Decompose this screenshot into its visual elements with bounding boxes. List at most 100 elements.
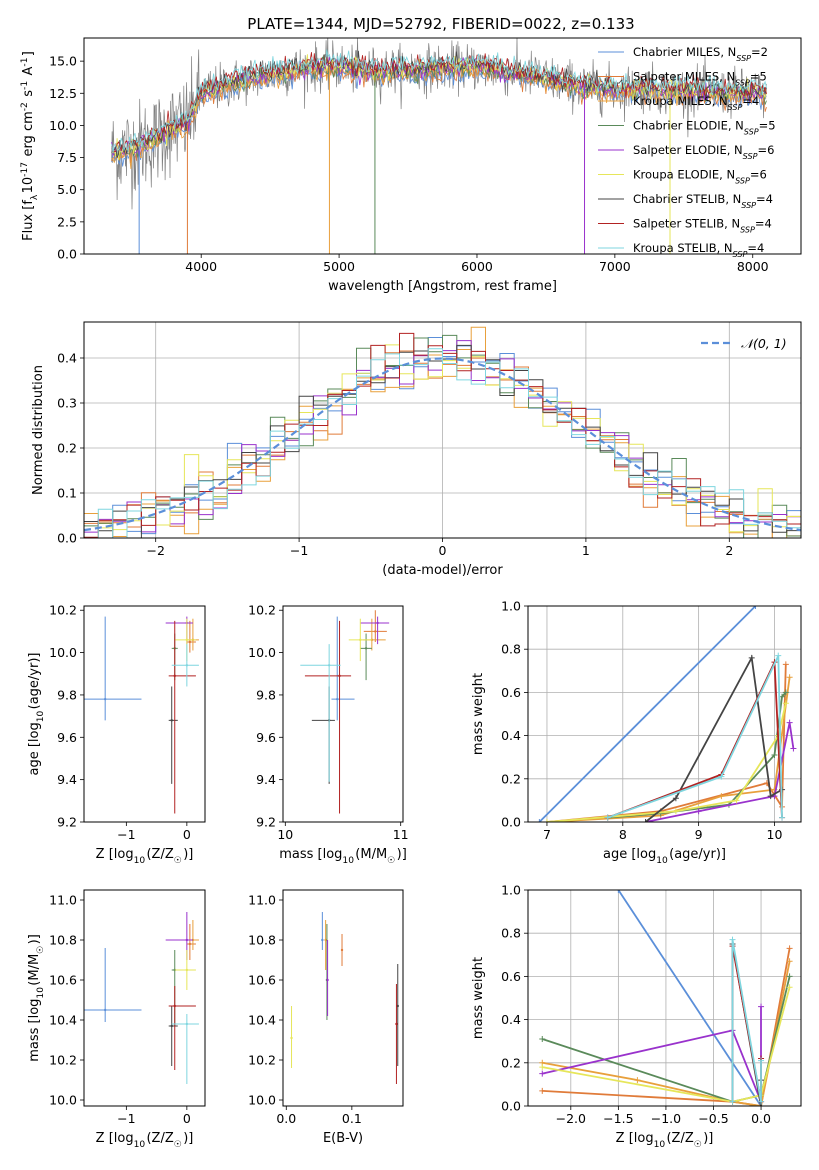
x-axis-label: age [log10 (age/yr)]	[603, 847, 726, 866]
legend-label: Kroupa MILES, NSSP=4	[633, 94, 759, 112]
y-tick-label: 10.0	[49, 645, 77, 660]
weight-marker	[767, 793, 774, 800]
weight-line	[617, 890, 762, 1106]
y-tick-label: 0.8	[501, 642, 521, 657]
panel-residuals: −2 −1 0 1 2 0.0 0.1 0.2 0.3 0.4 (data-model)/error…	[31, 321, 802, 578]
weight-line	[731, 939, 762, 1102]
plot-area	[84, 616, 199, 814]
x-tick-label: 7000	[599, 259, 631, 274]
x-tick-label: 0.0	[276, 1111, 296, 1126]
weight-marker	[758, 1003, 765, 1010]
x-tick-label: −1	[117, 1111, 135, 1126]
weight-marker	[615, 890, 622, 893]
x-tick-label: 9	[695, 827, 703, 842]
weight-line	[607, 655, 783, 819]
y-tick-label: 7.5	[57, 150, 77, 165]
y-axis-label: mass weight	[471, 957, 486, 1039]
y-tick-label: 0.4	[501, 1012, 521, 1027]
y-tick-label: 0.6	[501, 969, 521, 984]
weight-line	[645, 722, 795, 822]
x-tick-label: 6000	[461, 259, 493, 274]
figure-title: PLATE=1344, MJD=52792, FIBERID=0022, z=0…	[247, 15, 634, 33]
data-point	[173, 674, 176, 678]
x-tick-label: −1	[117, 827, 135, 842]
y-tick-label: 9.6	[57, 730, 77, 745]
y-tick-label: 10.2	[49, 1053, 77, 1068]
y-tick-label: 10.0	[49, 118, 77, 133]
panel-weight_vs_Z: −2.0 −1.5 −1.0 −0.5 0.0 0.0 0.2 0.4 0.6 0.8 1.0 Z […	[471, 883, 802, 1150]
legend: 𝒩(0, 1)	[701, 336, 787, 351]
axes-frame	[282, 605, 404, 823]
weight-marker	[543, 819, 550, 822]
weight-line	[538, 606, 757, 822]
weight-marker	[539, 1087, 546, 1094]
y-axis-label: age [log10 (age/yr)]	[27, 653, 46, 776]
y-tick-label: 10.4	[49, 1013, 77, 1028]
x-tick-label: 0	[183, 1111, 191, 1126]
y-tick-label: 11.0	[49, 893, 77, 908]
y-tick-label: 10.2	[49, 603, 77, 618]
weight-marker	[786, 674, 793, 681]
weight-marker	[786, 945, 793, 952]
y-tick-label: 0.2	[501, 771, 521, 786]
normal-curve	[84, 357, 801, 532]
x-tick-label: −1	[290, 543, 308, 558]
legend-label: Chabrier ELODIE, NSSP=5	[633, 119, 776, 137]
legend-label: Salpeter ELODIE, NSSP=6	[633, 143, 774, 161]
y-tick-label: 0.2	[501, 1055, 521, 1070]
x-tick-label: 1	[582, 543, 590, 558]
axes-frame	[282, 889, 404, 1107]
data-point	[173, 1004, 176, 1008]
weight-marker	[786, 973, 793, 980]
y-tick-label: 0.4	[501, 728, 521, 743]
y-tick-label: 10.2	[248, 1053, 276, 1068]
weight-marker	[718, 773, 725, 780]
weight-line	[542, 1006, 762, 1103]
y-tick-label: 10.0	[248, 1093, 276, 1108]
data-point	[376, 621, 379, 625]
panel-spectrum: 4000 5000 6000 7000 8000 0.0 2.5 5.0 7.5 10.0 12.5…	[20, 37, 802, 294]
weight-marker	[782, 661, 789, 668]
weight-marker	[786, 719, 793, 726]
y-axis-label: mass weight	[471, 673, 486, 755]
x-tick-label: 2	[725, 543, 733, 558]
data-point	[103, 1008, 107, 1012]
spectrum-model-line	[111, 49, 767, 153]
x-tick-label: 0.1	[342, 1111, 362, 1126]
y-tick-label: 10.0	[248, 645, 276, 660]
data-point	[364, 647, 368, 650]
weight-marker	[771, 752, 778, 759]
data-point	[185, 968, 189, 972]
legend-label: Salpeter STELIB, NSSP=4	[633, 217, 772, 235]
data-point	[103, 697, 107, 701]
weight-marker	[604, 814, 611, 821]
y-tick-label: 0.1	[57, 486, 77, 501]
x-axis-label: E(B-V)	[323, 1131, 363, 1146]
legend-label: Kroupa ELODIE, NSSP=6	[633, 168, 767, 186]
y-tick-label: 0.8	[501, 926, 521, 941]
weight-marker	[779, 814, 786, 821]
y-tick-label: 10.4	[248, 1013, 276, 1028]
data-point	[188, 942, 192, 946]
data-point	[188, 640, 192, 644]
x-tick-label: 5000	[323, 259, 355, 274]
x-tick-label: 8	[619, 827, 627, 842]
y-axis-label: Flux [fλ 10-17 erg cm-2 s-1 A-1 ]	[20, 51, 40, 241]
x-tick-label: −2	[146, 543, 164, 558]
weight-marker	[790, 745, 797, 752]
y-tick-label: 10.6	[49, 973, 77, 988]
data-point	[185, 938, 189, 942]
y-tick-label: 0.2	[57, 441, 77, 456]
weight-line	[546, 664, 787, 822]
legend: Chabrier MILES, NSSP=2 Salpeter MILES, NS…	[598, 45, 776, 259]
x-tick-label: −0.5	[698, 1111, 728, 1126]
x-tick-label: 8000	[737, 259, 769, 274]
x-tick-label: 0	[183, 827, 191, 842]
data-point	[340, 948, 344, 952]
x-tick-label: 11	[393, 827, 409, 842]
y-tick-label: 12.5	[49, 86, 77, 101]
x-tick-label: −1.5	[603, 1111, 633, 1126]
data-point	[290, 1036, 293, 1040]
axes-frame	[83, 37, 802, 255]
y-tick-label: 10.8	[248, 933, 276, 948]
